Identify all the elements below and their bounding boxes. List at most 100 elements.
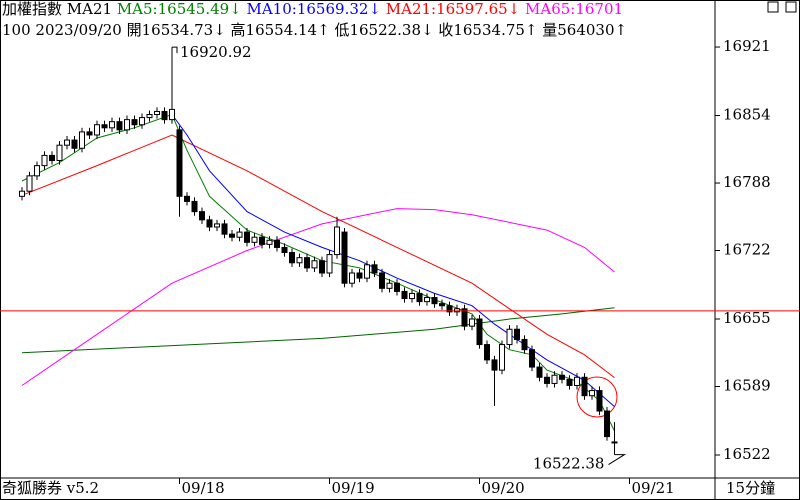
candle-body [341,231,348,284]
candle-body [243,231,250,243]
header-item: MA5:16545.49↓ [112,0,242,18]
candle-body [453,308,460,313]
candle-body [393,282,400,292]
candle-body [221,223,228,235]
candle-body [498,344,505,371]
candle-body [521,338,528,351]
ma-line [171,114,615,407]
candle-body [551,374,558,384]
candle-body [153,110,160,116]
candle-body [168,108,175,121]
low-leader [608,454,627,466]
candle-body [26,175,33,192]
candle-body [468,318,475,327]
candle-body [206,219,213,228]
candle-body [78,131,85,149]
candle-body [573,376,580,386]
candle-body [131,119,138,126]
x-tick-label: 09/20 [481,479,524,497]
candle-body [446,305,453,313]
footer-label: 奇狐勝券 v5.2 [2,479,99,497]
candle-body [483,344,490,361]
high-note: 16920.92 [180,43,252,61]
y-tick-label: 16589 [723,376,771,394]
y-tick-label: 16722 [723,241,771,259]
candle-body [386,282,393,289]
candle-body [146,114,153,119]
candle-body [588,390,595,397]
window-button[interactable] [767,1,779,13]
highlight-circle [576,376,618,418]
candle-body [581,376,588,397]
candle-body [33,165,40,177]
candle-body [476,318,483,346]
candle-body [423,297,430,303]
candle-body [296,257,303,264]
y-tick-label: 16788 [723,173,771,191]
y-tick-label: 16522 [723,445,771,463]
candle-body [543,376,550,384]
candle-body [438,303,445,307]
x-tick-label: 09/21 [631,479,674,497]
candle-body [93,124,100,136]
candle-body [251,236,258,243]
candle-body [363,264,370,279]
header-item: MA10:16569.32↓ [242,0,381,18]
candle-body [318,260,325,274]
candle-body [491,359,498,371]
candle-body [86,131,93,136]
candle-body [236,231,243,238]
window-button[interactable] [785,1,797,13]
header-item: MA21:16597.65↓ [381,0,520,18]
candle-body [123,119,130,131]
candle-body [63,139,70,146]
candle-body [303,257,310,269]
candle-body [183,195,190,202]
candle-body [101,124,108,129]
candle-body [528,349,535,368]
ma-line [21,134,615,378]
candle-body [161,110,168,121]
candle-body [281,246,288,254]
candle-body [356,272,363,279]
y-tick-label: 16854 [723,106,771,124]
candle-body [326,254,333,274]
header-line: 加權指數 MA21 MA5:16545.49↓ MA10:16569.32↓ M… [2,0,623,18]
y-tick-label: 16655 [723,309,771,327]
x-tick-label: 09/18 [181,479,224,497]
ma-line [21,307,615,354]
candle-body [273,239,280,248]
candle-body [513,328,520,340]
candle-body [18,190,25,197]
candle-body [333,226,340,256]
high-leader [171,46,178,54]
header-item: 加權指數 MA21 [2,0,112,18]
header-item: MA65:16701 [520,0,623,18]
ma-line [21,113,615,432]
candle-body [191,200,198,213]
candle-body [48,154,55,162]
candle-body [266,239,273,245]
y-tick-label: 16921 [723,37,771,55]
candle-body [536,366,543,378]
x-tick-label: 09/19 [331,479,374,497]
candle-body [416,292,423,303]
candle-body [566,378,573,386]
candle-body [401,290,408,300]
candle-body [408,292,415,300]
candle-body [198,211,205,221]
ma-line [21,208,615,386]
candle-body [41,154,48,167]
plot-area: 16920.92 16522.38 [18,43,627,473]
candle-body [228,233,235,238]
candle-body [288,252,295,264]
candle-body [213,223,220,228]
period-label: 15分鐘 [726,479,775,497]
candle-body [71,139,78,149]
candle-body [378,272,385,289]
candle-body [348,272,355,284]
candle-body [138,117,145,126]
candle-body [596,390,603,412]
